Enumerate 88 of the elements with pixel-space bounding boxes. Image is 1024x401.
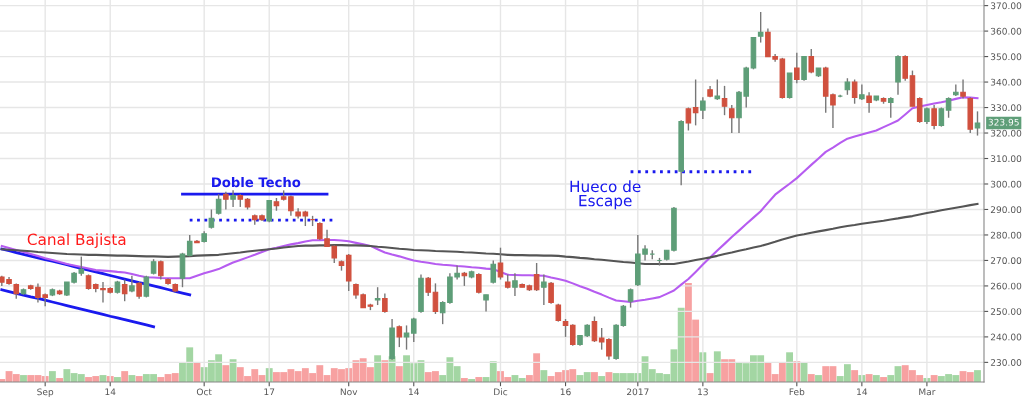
annotation: Hueco de Escape: [570, 180, 641, 210]
candlestick: [953, 83, 959, 97]
y-tick-label: 250.00: [990, 308, 1022, 315]
y-tick-label: 360.00: [990, 27, 1022, 35]
candlestick: [158, 259, 164, 281]
candlestick: [208, 208, 215, 230]
bar: [706, 373, 714, 382]
y-tick-label: 240.00: [990, 333, 1022, 341]
candlestick: [714, 78, 721, 101]
candlestick: [887, 96, 894, 119]
y-tick-label: 370.00: [990, 2, 1022, 10]
x-tick-label: 13: [698, 388, 708, 396]
candlestick: [700, 96, 706, 120]
x-tick-label: Nov: [340, 388, 358, 396]
candlestick: [808, 48, 815, 74]
candlestick: [851, 78, 858, 105]
text: 323.95: [988, 118, 1019, 126]
y-tick-label: 260.00: [990, 282, 1022, 290]
bar: [786, 352, 794, 382]
y-tick-label: 230.00: [990, 359, 1022, 366]
x-tick-label: Oct: [196, 388, 212, 396]
candlestick: [692, 78, 699, 127]
bar: [395, 366, 403, 382]
x-tick-label: Sep: [37, 388, 54, 397]
candlestick: [945, 96, 952, 119]
annotation: Doble Techo: [212, 176, 301, 188]
x-tick-label: 14: [105, 388, 116, 396]
annotation: Canal Bajista: [27, 233, 126, 249]
candlestick: [121, 278, 128, 302]
bar: [974, 370, 981, 382]
x-tick-label: Dic: [494, 388, 508, 396]
candlestick: [533, 262, 540, 292]
x-tick-label: 2017: [626, 388, 649, 396]
candlestick: [757, 11, 764, 44]
candlestick: [497, 247, 504, 281]
bar: [121, 371, 129, 382]
candlestick: [403, 324, 410, 351]
candlestick: [728, 104, 735, 134]
bar: [807, 374, 815, 382]
bar: [851, 370, 859, 382]
candlestick: [721, 85, 728, 116]
bar: [865, 374, 873, 382]
candlestick: [410, 317, 417, 343]
y-tick-label: 270.00: [990, 257, 1022, 264]
candlestick: [866, 91, 872, 114]
candlestick: [627, 287, 634, 309]
x-tick-label: Mar: [919, 388, 936, 396]
x-tick-label: 16: [560, 388, 571, 396]
bar: [540, 370, 548, 382]
candlestick: [859, 83, 865, 101]
bar: [381, 360, 389, 382]
candlestick: [541, 273, 547, 306]
candlestick: [960, 78, 966, 100]
y-tick-label: 290.00: [990, 206, 1022, 214]
candlestick: [974, 110, 981, 137]
candlestick: [916, 96, 923, 124]
y-tick-label: 310.00: [990, 155, 1022, 163]
candlestick: [425, 276, 432, 297]
y-tick-label: 320.00: [990, 129, 1022, 137]
candlestick: [230, 189, 236, 208]
x-tick-label: 14: [409, 388, 419, 396]
y-tick-label: 350.00: [990, 53, 1022, 61]
bar: [222, 365, 230, 382]
bar: [374, 355, 382, 382]
candlestick: [512, 272, 518, 297]
candlestick: [186, 234, 193, 258]
x-tick-label: 14: [857, 388, 868, 396]
candlestick: [801, 55, 807, 82]
candlestick: [548, 281, 554, 305]
candlestick: [476, 272, 482, 295]
bar: [229, 359, 237, 382]
candlestick: [382, 292, 388, 314]
y-tick-label: 330.00: [990, 104, 1022, 112]
candlestick: [215, 193, 222, 216]
x-tick-label: Feb: [789, 388, 805, 396]
y-tick-label: 300.00: [990, 180, 1022, 188]
y-tick-label: 280.00: [990, 231, 1022, 239]
bar: [605, 372, 613, 382]
candlestick: [794, 52, 800, 85]
x-tick-label: 17: [264, 388, 275, 396]
bar: [48, 371, 56, 382]
candlestick: [902, 54, 909, 82]
bar: [591, 372, 598, 382]
candlestick: [931, 104, 937, 130]
candlestick: [569, 323, 576, 347]
y-tick-label: 340.00: [990, 78, 1022, 86]
bar: [713, 351, 721, 382]
candlestick: [396, 324, 403, 348]
